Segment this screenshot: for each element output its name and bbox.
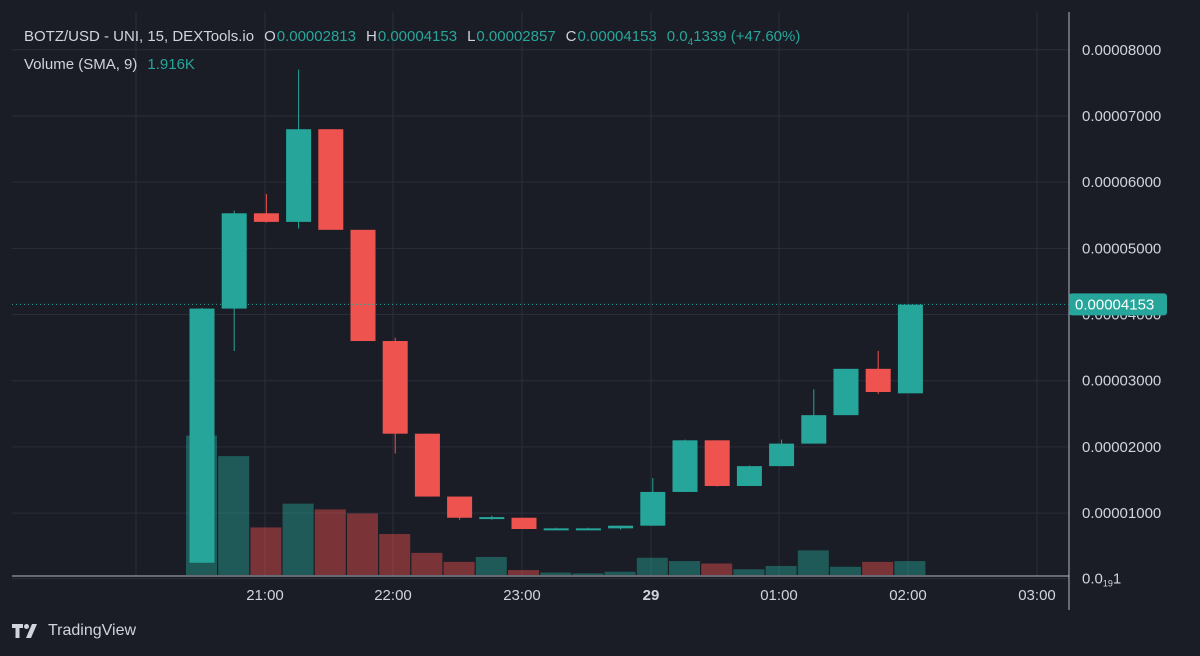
volume-bar xyxy=(314,509,346,575)
time-tick-label: 29 xyxy=(643,587,660,604)
candle-body xyxy=(736,466,762,486)
candle-body xyxy=(382,341,408,434)
volume-bar xyxy=(379,534,411,575)
candle-body xyxy=(511,517,537,530)
candle-body xyxy=(897,304,923,394)
volume-bar xyxy=(862,561,894,575)
volume-row: Volume (SMA, 9) 1.916K xyxy=(24,54,800,76)
volume-bar xyxy=(475,556,507,575)
volume-bar xyxy=(701,563,733,575)
candle-body xyxy=(801,415,827,444)
grid-lines xyxy=(12,12,1069,580)
price-tick-label: 0.00003000 xyxy=(1082,373,1161,390)
volume-bar xyxy=(830,566,861,575)
current-price-marker: 0.00004153 xyxy=(12,293,1167,316)
volume-bar xyxy=(636,557,668,575)
candle-body xyxy=(286,129,312,222)
candles xyxy=(189,69,923,563)
candle-body xyxy=(189,308,215,563)
candle-body xyxy=(865,368,891,392)
candle-body xyxy=(672,440,698,492)
time-tick-label: 21:00 xyxy=(246,587,284,604)
candle-body xyxy=(543,528,569,531)
chart-legend: BOTZ/USD - UNI, 15, DEXTools.io O 0.00002… xyxy=(24,26,800,76)
volume-bar xyxy=(218,456,250,575)
price-tick-label: 0.00005000 xyxy=(1082,240,1161,257)
time-tick-label: 02:00 xyxy=(889,587,927,604)
volume-bar xyxy=(669,561,700,575)
volume-bar xyxy=(411,552,443,575)
volume-bar xyxy=(443,561,475,575)
candle-body xyxy=(608,525,634,529)
time-tick-label: 01:00 xyxy=(760,587,798,604)
time-tick-label: 22:00 xyxy=(374,587,412,604)
volume-value: 1.916K xyxy=(147,56,195,73)
volume-bar xyxy=(540,572,572,575)
volume-label[interactable]: Volume (SMA, 9) xyxy=(24,56,138,73)
price-tick-label: 0.0191 xyxy=(1082,571,1121,589)
time-tick-label: 23:00 xyxy=(503,587,541,604)
candle-body xyxy=(221,213,247,309)
volume-bars xyxy=(186,435,926,575)
tradingview-logo-icon[interactable] xyxy=(12,623,40,639)
high-label: H xyxy=(365,28,377,45)
volume-bar xyxy=(604,571,636,575)
ohlc-row: BOTZ/USD - UNI, 15, DEXTools.io O 0.00002… xyxy=(24,26,800,54)
volume-bar xyxy=(282,503,314,575)
price-tick-label: 0.00008000 xyxy=(1082,42,1161,59)
volume-bar xyxy=(733,569,765,575)
current-price-badge xyxy=(1069,293,1167,316)
open-value: 0.00002813 xyxy=(276,28,356,45)
candle-body xyxy=(704,440,730,486)
brand-name[interactable]: TradingView xyxy=(48,622,137,639)
change-value: 0.041339 (+47.60%) xyxy=(667,26,801,54)
price-tick-label: 0.00007000 xyxy=(1082,108,1161,125)
candle-body xyxy=(350,229,376,342)
candle-body xyxy=(833,368,859,416)
time-axis[interactable]: 21:00 22:00 23:00 29 01:00 02:00 03:00 xyxy=(246,587,1056,604)
low-label: L xyxy=(467,28,476,45)
volume-bar xyxy=(797,550,829,575)
price-tick-label: 0.00001000 xyxy=(1082,505,1161,522)
close-label: C xyxy=(565,28,577,45)
candle-body xyxy=(318,129,344,230)
volume-bar xyxy=(572,573,604,575)
footer: TradingView xyxy=(12,622,136,640)
symbol-title[interactable]: BOTZ/USD - UNI, 15, DEXTools.io xyxy=(24,28,255,45)
volume-bar xyxy=(508,570,539,575)
volume-bar xyxy=(250,527,282,575)
price-tick-label: 0.00002000 xyxy=(1082,439,1161,456)
change-rest: 1339 (+47.60%) xyxy=(693,28,801,45)
candle-body xyxy=(253,213,279,222)
open-label: O xyxy=(264,28,276,45)
change-prefix: 0.0 xyxy=(666,28,688,45)
high-value: 0.00004153 xyxy=(377,28,458,45)
candle-body xyxy=(769,443,795,467)
low-value: 0.00002857 xyxy=(476,28,556,45)
volume-bar xyxy=(765,565,797,575)
candle-body xyxy=(479,517,505,520)
candle-body xyxy=(414,433,440,497)
candle-body xyxy=(640,491,666,526)
change-subscript: 4 xyxy=(687,37,694,48)
volume-bar xyxy=(347,513,378,575)
price-tick-label: 0.00006000 xyxy=(1082,174,1161,191)
close-value: 0.00004153 xyxy=(577,28,657,45)
candle-body xyxy=(447,496,473,518)
current-price-label: 0.00004153 xyxy=(1075,296,1154,313)
volume-bar xyxy=(894,561,926,575)
time-tick-label: 03:00 xyxy=(1018,587,1056,604)
candle-body xyxy=(575,528,601,531)
